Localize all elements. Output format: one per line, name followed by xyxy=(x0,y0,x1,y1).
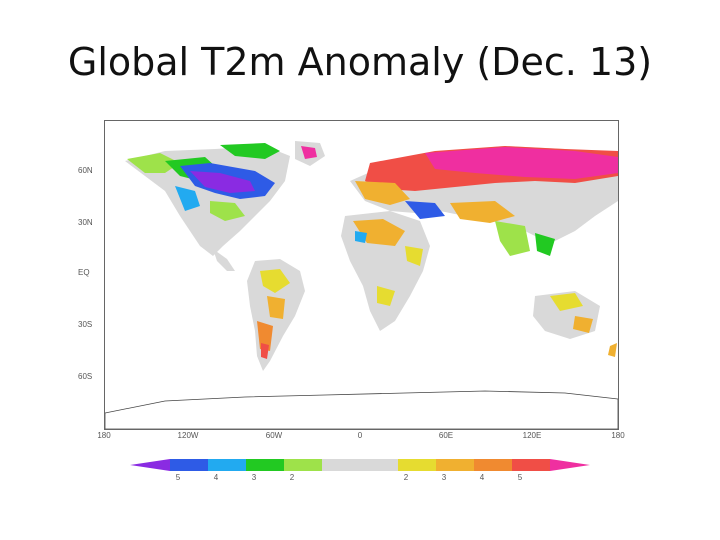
slide-title: Global T2m Anomaly (Dec. 13) xyxy=(67,40,653,84)
lon-label-60e: 60E xyxy=(438,431,454,440)
lat-label-60s: 60S xyxy=(78,372,93,381)
south-america xyxy=(247,259,305,371)
colorbar xyxy=(130,459,590,471)
lon-label-0: 0 xyxy=(357,431,363,440)
colorbar-swatch xyxy=(398,459,436,471)
antarctica xyxy=(105,390,618,429)
lat-label-30n: 30N xyxy=(78,218,93,227)
colorbar-right-arrow xyxy=(550,459,590,471)
colorbar-swatch xyxy=(284,459,322,471)
colorbar-tick-label: 5 xyxy=(175,473,181,482)
north-america xyxy=(125,141,325,271)
colorbar-tick-label: 2 xyxy=(289,473,295,482)
colorbar-tick-label: 2 xyxy=(403,473,409,482)
colorbar-tick-label: 4 xyxy=(213,473,219,482)
colorbar-swatch xyxy=(208,459,246,471)
lat-label-eq: EQ xyxy=(78,268,90,277)
colorbar-left-arrow xyxy=(130,459,170,471)
colorbar-swatch xyxy=(436,459,474,471)
lon-label-120e: 120E xyxy=(522,431,542,440)
anomaly-map xyxy=(104,120,619,430)
lon-label-180w: 180 xyxy=(97,431,111,440)
africa xyxy=(341,211,430,331)
colorbar-tick-label: 4 xyxy=(479,473,485,482)
colorbar-swatch xyxy=(360,459,398,471)
lon-label-60w: 60W xyxy=(265,431,283,440)
colorbar-tick-label: 3 xyxy=(441,473,447,482)
colorbar-swatch xyxy=(512,459,550,471)
world-map-svg xyxy=(105,141,618,429)
colorbar-swatch xyxy=(322,459,360,471)
lat-label-30s: 30S xyxy=(78,320,93,329)
colorbar-swatch xyxy=(474,459,512,471)
colorbar-tick-label: 3 xyxy=(251,473,257,482)
lon-label-120w: 120W xyxy=(177,431,199,440)
lon-label-180e: 180 xyxy=(611,431,625,440)
australia xyxy=(533,291,617,357)
colorbar-swatch xyxy=(246,459,284,471)
eurasia xyxy=(350,146,618,256)
lat-label-60n: 60N xyxy=(78,166,93,175)
colorbar-swatch xyxy=(170,459,208,471)
colorbar-tick-label: 5 xyxy=(517,473,523,482)
